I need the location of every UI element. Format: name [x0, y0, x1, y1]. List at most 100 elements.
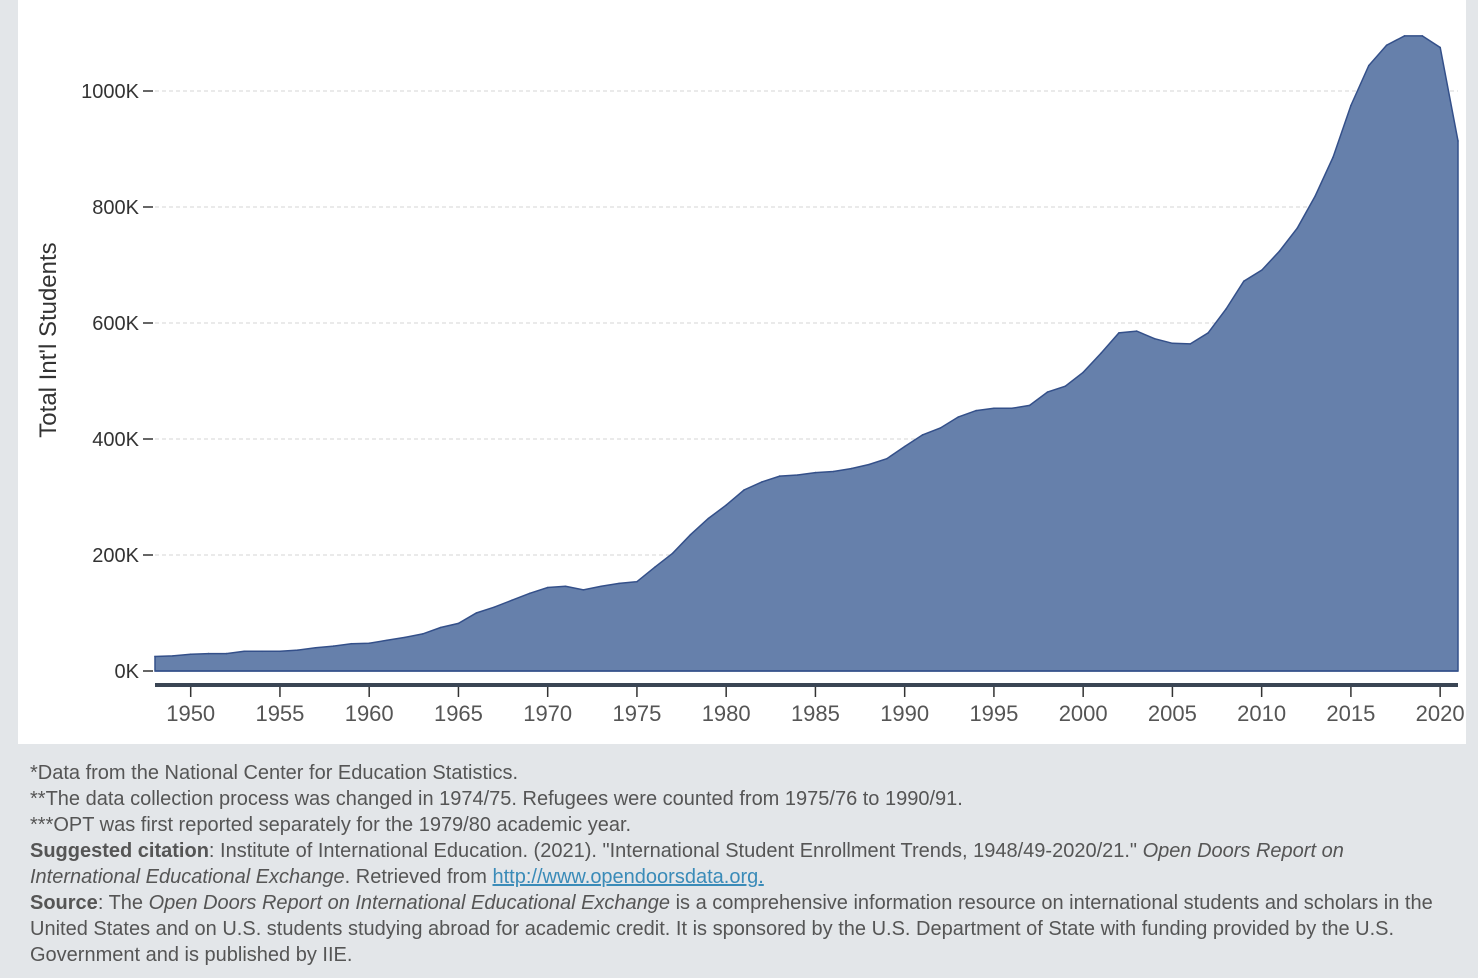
data-point	[279, 650, 281, 653]
data-point	[404, 636, 406, 639]
data-point	[475, 612, 478, 614]
data-point	[243, 650, 245, 653]
note-data-source: *Data from the National Center for Educa…	[30, 762, 519, 784]
data-point	[707, 517, 710, 520]
data-point	[1153, 337, 1156, 340]
data-point	[1314, 195, 1316, 197]
data-point	[832, 470, 835, 473]
data-point	[1350, 104, 1352, 107]
x-tick-label: 1955	[255, 701, 304, 726]
data-point	[903, 445, 906, 448]
data-point	[564, 585, 567, 588]
data-point	[386, 639, 388, 642]
axes: 0K 200K 400K 600K 800K 1000K 1950 1955 1960 1965 1…	[81, 81, 1464, 726]
x-tick-label: 1965	[434, 701, 483, 726]
note-opt: ***OPT was first reported separately for…	[30, 814, 632, 836]
data-point	[1296, 227, 1299, 229]
x-tick-label: 1950	[166, 701, 215, 726]
data-point	[225, 652, 228, 655]
data-point	[511, 599, 513, 601]
y-tick-label: 600K	[92, 313, 139, 335]
data-point	[1082, 371, 1084, 374]
data-point	[1011, 407, 1013, 410]
data-point	[850, 467, 852, 470]
x-tick-label: 2005	[1148, 701, 1197, 726]
enrollment-area-chart: 0K 200K 400K 600K 800K 1000K 1950 1955 1960 1965 1…	[35, 35, 1465, 726]
data-point	[814, 471, 817, 474]
data-point	[868, 463, 870, 466]
data-point	[671, 552, 674, 555]
data-point	[1243, 280, 1245, 283]
y-tick-label: 200K	[92, 545, 139, 567]
source-label: Source	[30, 892, 98, 914]
enrollment-area	[154, 35, 1459, 672]
data-point	[439, 626, 442, 629]
x-tick-label: 2015	[1326, 701, 1375, 726]
citation-label: Suggested citation	[30, 840, 209, 862]
x-axis-line	[155, 683, 1458, 687]
data-point	[886, 457, 888, 460]
x-tick-label: 1990	[880, 701, 929, 726]
citation-retrieved: . Retrieved from	[344, 866, 493, 888]
data-point	[778, 475, 781, 477]
y-tick-label: 400K	[92, 429, 139, 451]
data-point	[1332, 156, 1334, 158]
data-point	[332, 645, 335, 647]
citation-title: Open Doors Report on International Educa…	[30, 840, 1344, 888]
x-tick-label: 1995	[969, 701, 1018, 726]
data-point	[368, 642, 371, 644]
data-point	[297, 649, 299, 651]
data-point	[654, 566, 656, 568]
data-point	[1457, 140, 1459, 142]
data-point	[725, 504, 727, 506]
x-tick-label: 1985	[791, 701, 840, 726]
data-point	[261, 650, 263, 653]
citation-text: : Institute of International Education. …	[208, 840, 1143, 862]
data-point	[1189, 343, 1192, 345]
data-point	[1278, 250, 1281, 252]
opendoors-link[interactable]: http://www.opendoorsdata.org.	[492, 866, 764, 888]
x-tick-label: 2020	[1416, 701, 1465, 726]
y-axis-label: Total Int'l Students	[35, 242, 62, 437]
data-point	[154, 655, 156, 658]
data-point	[172, 655, 174, 657]
data-point	[529, 592, 531, 595]
note-collection-change: **The data collection process was change…	[30, 788, 963, 810]
data-point	[1421, 35, 1424, 37]
data-point	[1118, 332, 1120, 334]
data-point	[457, 622, 460, 625]
data-point	[1135, 330, 1138, 332]
source-text: is a comprehensive information resource …	[30, 892, 1433, 966]
source-title: Open Doors Report on International Educa…	[148, 892, 671, 914]
data-point	[1100, 352, 1102, 355]
data-point	[1368, 64, 1370, 67]
data-point	[546, 586, 549, 589]
source-text-lead: : The	[97, 892, 149, 914]
data-point	[189, 653, 192, 655]
footnotes: *Data from the National Center for Educa…	[30, 760, 1450, 968]
data-point	[921, 434, 924, 436]
data-point	[636, 580, 638, 583]
data-point	[1028, 404, 1031, 407]
data-point	[761, 481, 763, 483]
data-point	[939, 427, 942, 429]
data-point	[582, 589, 585, 591]
data-point	[314, 647, 317, 649]
data-point	[743, 489, 745, 491]
data-area	[154, 35, 1459, 672]
data-point	[796, 474, 799, 476]
data-point	[493, 606, 495, 608]
data-point	[421, 633, 424, 635]
x-tick-label: 1975	[612, 701, 661, 726]
data-point	[1064, 385, 1067, 388]
x-tick-label: 1960	[345, 701, 394, 726]
data-point	[957, 416, 959, 418]
source-note: Source: The Open Doors Report on Interna…	[30, 890, 1450, 968]
data-point	[1260, 269, 1263, 272]
y-tick-label: 0K	[115, 661, 140, 683]
data-point	[1171, 342, 1174, 345]
suggested-citation: Suggested citation: Institute of Interna…	[30, 838, 1450, 890]
data-point	[1046, 391, 1049, 393]
data-point	[1403, 35, 1406, 37]
x-tick-label: 2010	[1237, 701, 1286, 726]
